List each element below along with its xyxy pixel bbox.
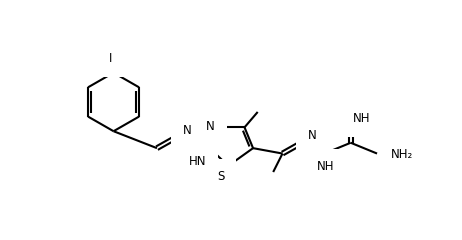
Text: N: N xyxy=(182,124,191,137)
Text: N: N xyxy=(308,129,317,142)
Text: N: N xyxy=(207,120,215,133)
Text: NH: NH xyxy=(317,161,334,174)
Text: I: I xyxy=(109,52,112,65)
Text: NH₂: NH₂ xyxy=(391,148,413,161)
Text: HN: HN xyxy=(188,155,206,168)
Text: NH: NH xyxy=(353,112,371,125)
Text: S: S xyxy=(217,170,225,183)
